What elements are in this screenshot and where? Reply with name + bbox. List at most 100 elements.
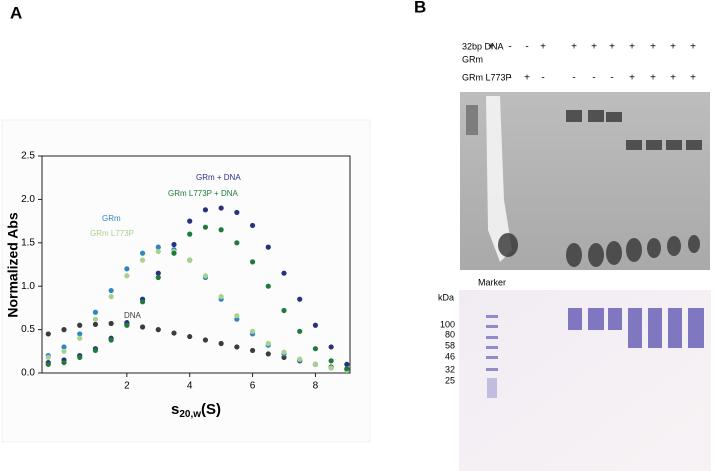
condition-sign: + [488, 42, 494, 53]
y-tick-label: 2.5 [21, 151, 35, 162]
ladder-label: 25 [445, 375, 455, 385]
data-point [234, 240, 240, 246]
data-point [265, 351, 271, 357]
ladder-label: 100 [440, 319, 455, 329]
data-point [77, 335, 83, 341]
condition-sign: - [572, 73, 575, 84]
data-point [297, 296, 303, 302]
data-point [249, 347, 256, 354]
data-point [139, 324, 146, 330]
data-point [187, 218, 193, 224]
chart-frame [1, 119, 371, 443]
plot-frame [41, 155, 351, 374]
data-point [281, 307, 287, 314]
data-point [312, 361, 319, 367]
data-point [281, 270, 287, 276]
data-point [218, 227, 224, 233]
data-point [297, 356, 303, 362]
condition-sign: + [609, 42, 615, 53]
data-point [124, 273, 130, 279]
data-point [155, 244, 161, 250]
data-point [328, 344, 334, 350]
row-label: 32bp DNA [462, 41, 504, 51]
ladder-label: 58 [445, 340, 455, 350]
data-point [92, 321, 99, 327]
data-point [297, 328, 303, 334]
data-point [108, 320, 114, 327]
data-point [171, 250, 177, 256]
data-point [155, 248, 161, 255]
data-point [108, 294, 114, 300]
data-point [344, 366, 350, 372]
series-label: GRm + DNA [196, 173, 241, 182]
marker-label: Marker [478, 277, 506, 287]
data-point [155, 327, 161, 333]
x-tick-label: 8 [313, 381, 319, 392]
data-point [139, 250, 146, 256]
data-point [61, 344, 67, 350]
x-axis-title: s20,w(S) [171, 401, 221, 420]
y-tick-label: 1.5 [21, 237, 35, 248]
data-point [45, 331, 51, 337]
condition-sign: + [591, 42, 597, 53]
ladder-label: 80 [445, 329, 455, 339]
data-point [202, 207, 209, 213]
series-label: GRm L773P [90, 229, 134, 238]
data-point [124, 266, 130, 272]
data-point [265, 244, 271, 250]
data-point [155, 274, 161, 281]
data-point [249, 328, 256, 334]
data-point [108, 337, 114, 343]
data-point [45, 354, 51, 360]
data-point [124, 322, 130, 328]
data-point [234, 313, 240, 319]
data-point [265, 340, 271, 347]
data-point [61, 327, 67, 333]
data-point [218, 205, 224, 211]
condition-sign: + [670, 42, 676, 53]
data-point [92, 309, 99, 315]
data-point [61, 348, 67, 354]
condition-sign: + [690, 42, 696, 53]
data-point [312, 322, 319, 328]
condition-sign: - [508, 42, 511, 53]
y-tick-label: 1.0 [21, 281, 35, 292]
data-point [187, 257, 193, 263]
data-point [202, 273, 209, 279]
panel-label: B [414, 0, 426, 16]
data-point [265, 283, 271, 289]
data-point [77, 331, 83, 337]
condition-sign: + [540, 42, 546, 53]
x-axis-title-unit: (S) [201, 401, 221, 418]
data-point [328, 358, 334, 364]
condition-sign: - [508, 73, 511, 84]
condition-sign: + [629, 73, 635, 84]
condition-sign: + [650, 73, 656, 84]
data-point [139, 299, 146, 305]
series-label: GRm [102, 214, 121, 223]
condition-sign: - [541, 73, 544, 84]
data-point [312, 346, 319, 352]
row-label: GRm [462, 54, 483, 64]
condition-sign: - [610, 73, 613, 84]
x-tick-label: 6 [250, 381, 256, 392]
data-point [77, 322, 83, 328]
data-point [234, 344, 240, 350]
row-label: GRm L773P [462, 72, 512, 82]
x-tick-label: 4 [187, 381, 193, 392]
condition-sign: + [524, 73, 530, 84]
data-point [187, 333, 193, 340]
condition-sign: + [690, 73, 696, 84]
data-point [155, 270, 161, 276]
condition-sign: + [571, 42, 577, 53]
y-tick-label: 0.5 [21, 324, 35, 335]
series-label: DNA [124, 311, 142, 320]
data-point [171, 241, 177, 248]
data-point [234, 209, 240, 216]
series-label: GRm L773P + DNA [168, 189, 239, 198]
data-point [202, 224, 209, 230]
data-point [328, 365, 334, 371]
panel-label: A [10, 3, 22, 22]
